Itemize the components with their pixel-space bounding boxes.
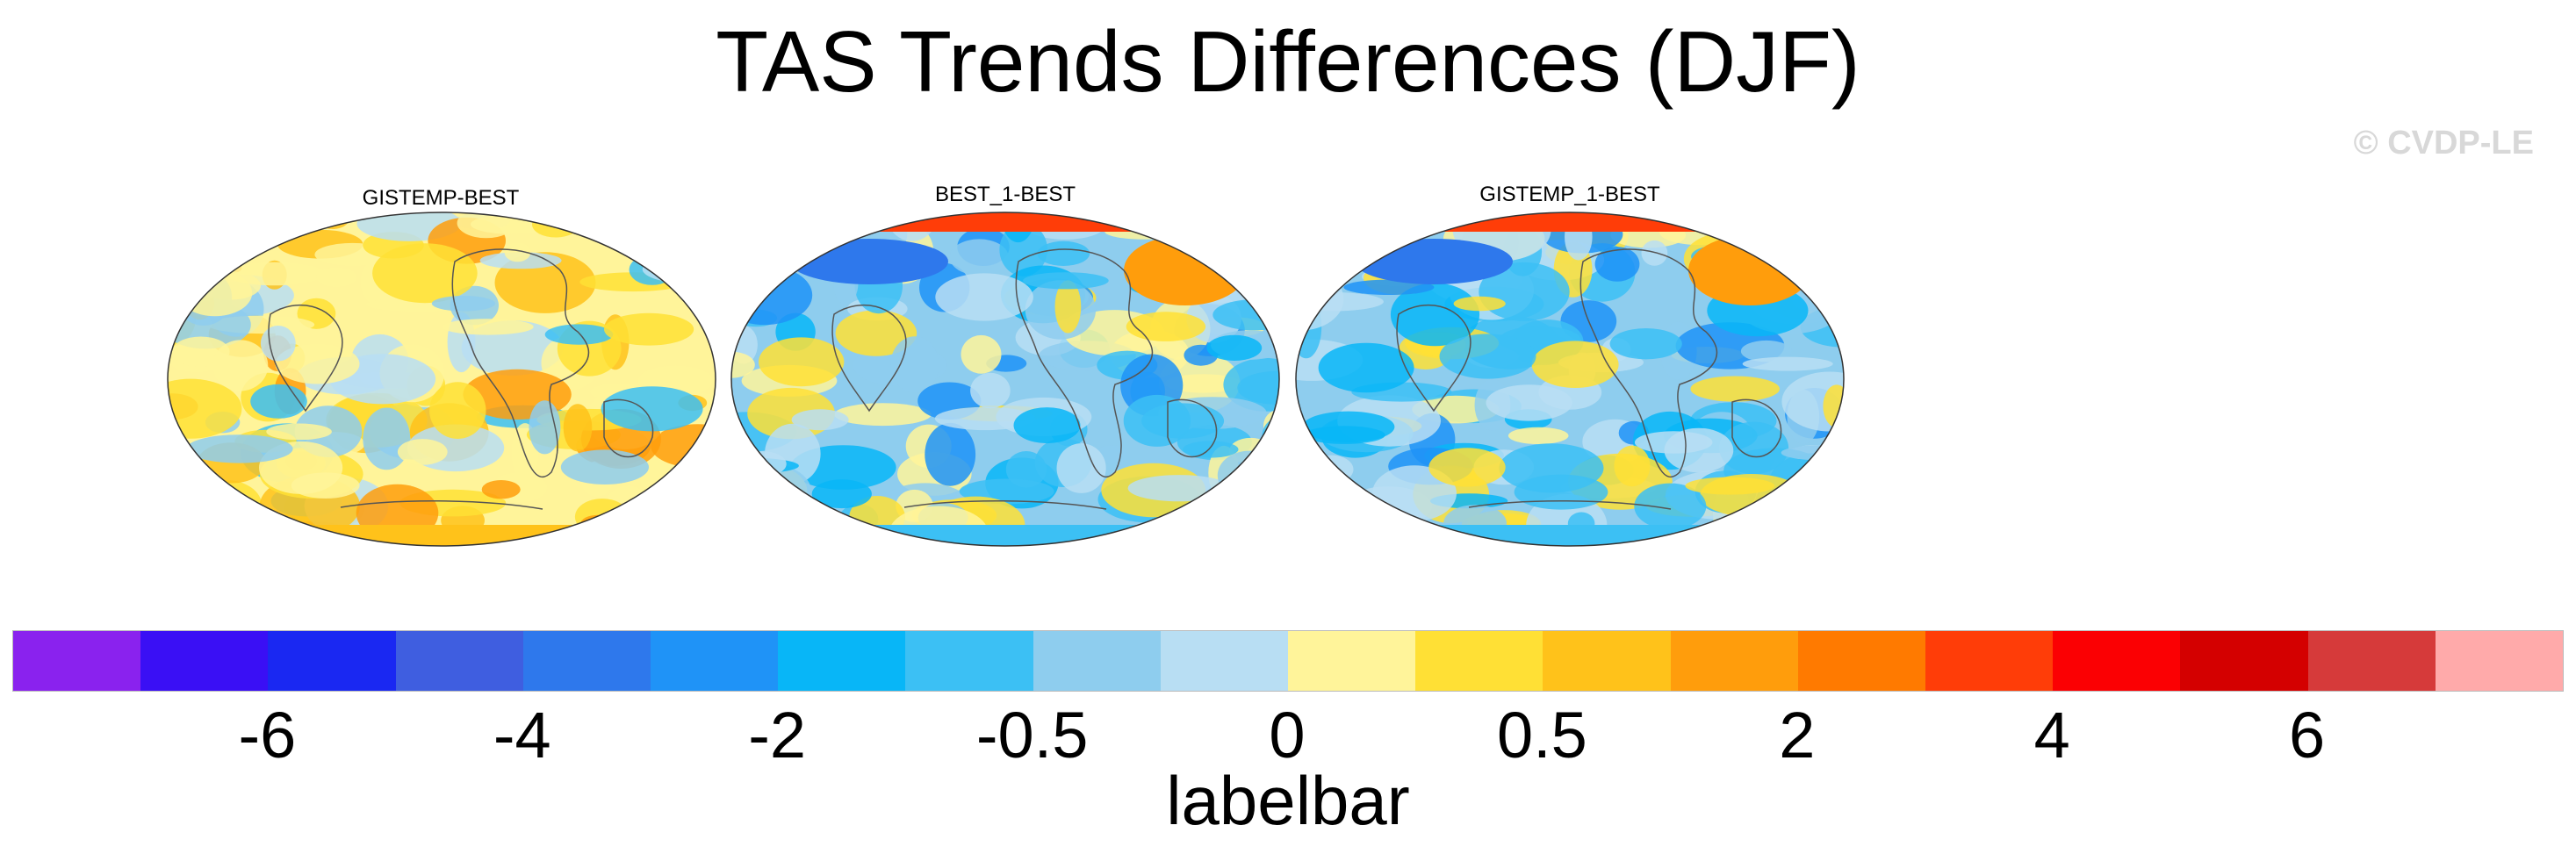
- labelbar-tick-label: 0: [1269, 699, 1306, 771]
- labelbar-box: [140, 631, 269, 691]
- labelbar-box: [13, 631, 141, 691]
- labelbar-tick-label: 6: [2289, 699, 2326, 771]
- labelbar-box: [268, 631, 396, 691]
- panel-title-2: BEST_1-BEST: [934, 183, 1076, 206]
- labelbar-tick-label: -2: [748, 699, 807, 771]
- map-panel-gistemp-best: [167, 212, 716, 547]
- labelbar-tick-label: -4: [493, 699, 551, 771]
- panel-title-3: GISTEMP_1-BEST: [1479, 183, 1660, 206]
- map-panel-gistemp1-best: [1295, 212, 1845, 547]
- color-labelbar: [12, 630, 2564, 692]
- labelbar-box: [395, 631, 523, 691]
- labelbar-box: [1543, 631, 1671, 691]
- labelbar-box: [905, 631, 1033, 691]
- labelbar-tick-label: 2: [1779, 699, 1816, 771]
- labelbar-box: [2053, 631, 2181, 691]
- labelbar-tick-label: 4: [2033, 699, 2070, 771]
- labelbar-box: [651, 631, 779, 691]
- labelbar-title: labelbar: [1166, 762, 1410, 839]
- labelbar-box: [1797, 631, 1926, 691]
- figure-title: TAS Trends Differences (DJF): [716, 13, 1860, 110]
- labelbar-box: [1670, 631, 1798, 691]
- labelbar-tick-label: -6: [238, 699, 297, 771]
- labelbar-box: [2307, 631, 2436, 691]
- watermark: © CVDP-LE: [2353, 125, 2534, 161]
- map-panel-best1-best: [730, 212, 1280, 547]
- panel-title-1: GISTEMP-BEST: [362, 186, 520, 210]
- labelbar-box: [1288, 631, 1416, 691]
- labelbar-box: [522, 631, 651, 691]
- labelbar-box: [1033, 631, 1161, 691]
- labelbar-tick-label: -0.5: [975, 699, 1089, 771]
- labelbar-box: [1925, 631, 2054, 691]
- labelbar-box: [1160, 631, 1289, 691]
- labelbar-box: [778, 631, 906, 691]
- labelbar-box: [2180, 631, 2308, 691]
- labelbar-tick-label: 0.5: [1496, 699, 1587, 771]
- labelbar-box: [2435, 631, 2564, 691]
- labelbar-box: [1415, 631, 1543, 691]
